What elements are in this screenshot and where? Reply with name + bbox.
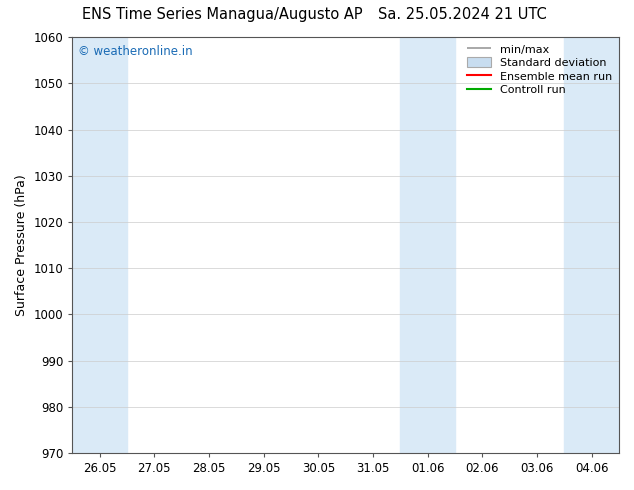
Y-axis label: Surface Pressure (hPa): Surface Pressure (hPa) bbox=[15, 174, 28, 316]
Text: ENS Time Series Managua/Augusto AP: ENS Time Series Managua/Augusto AP bbox=[82, 7, 362, 23]
Bar bbox=[72, 37, 127, 453]
Text: Sa. 25.05.2024 21 UTC: Sa. 25.05.2024 21 UTC bbox=[378, 7, 547, 23]
Text: © weatheronline.in: © weatheronline.in bbox=[78, 46, 193, 58]
Bar bbox=[400, 37, 455, 453]
Bar bbox=[564, 37, 619, 453]
Legend: min/max, Standard deviation, Ensemble mean run, Controll run: min/max, Standard deviation, Ensemble me… bbox=[463, 41, 616, 98]
